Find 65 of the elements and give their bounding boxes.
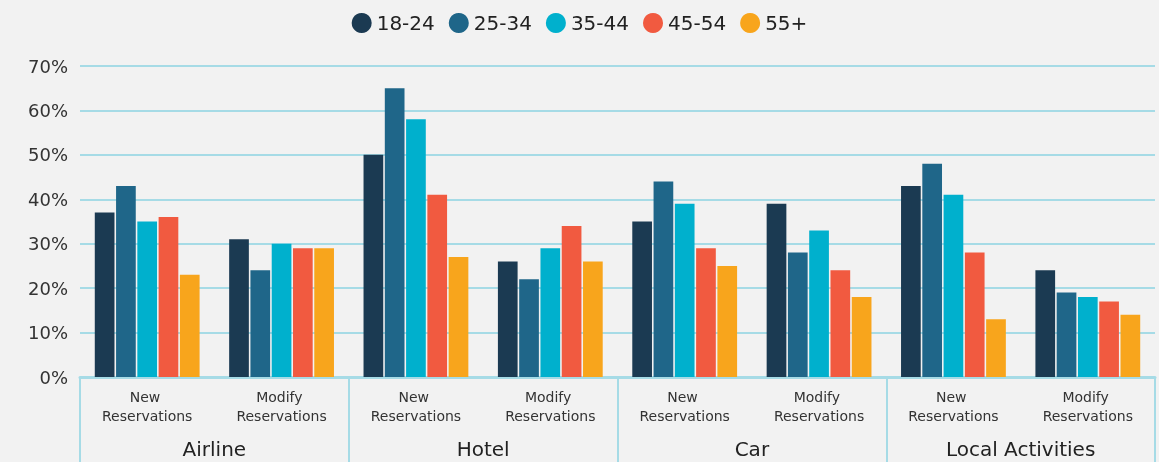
bar	[250, 270, 271, 377]
bar	[943, 194, 964, 377]
bar	[653, 181, 674, 377]
text: Local Activities	[945, 437, 1096, 461]
y-tick-label: 0%	[39, 366, 68, 388]
x-tick-label: Modify Reservations	[1042, 388, 1133, 424]
bar	[901, 185, 921, 377]
bar	[406, 119, 426, 377]
bar	[674, 203, 695, 377]
bar	[1056, 292, 1077, 377]
bar	[314, 248, 334, 377]
bar	[158, 217, 179, 377]
y-tick-label: 30%	[27, 233, 68, 255]
bar	[809, 230, 829, 377]
text: Hotel	[456, 437, 510, 461]
text: Airline	[182, 437, 247, 461]
bar	[292, 248, 313, 377]
text: Car	[734, 437, 770, 461]
bar	[137, 221, 158, 377]
bar	[384, 88, 405, 377]
bar	[830, 270, 851, 377]
bar	[179, 274, 200, 377]
bar	[271, 243, 292, 377]
bar	[540, 248, 561, 377]
y-tick-label: 50%	[27, 144, 68, 166]
bar	[632, 221, 652, 377]
bar	[1077, 297, 1098, 377]
x-tick-label: New Reservations	[639, 388, 730, 424]
x-tick-label: New Reservations	[102, 388, 193, 424]
y-tick-label: 60%	[27, 99, 68, 121]
x-tick-label: Modify Reservations	[773, 388, 865, 424]
bar	[717, 265, 738, 377]
bar	[363, 154, 384, 377]
bar	[964, 252, 985, 377]
x-tick-label: Modify Reservations	[505, 388, 596, 424]
legend-label: 45-54	[668, 11, 727, 35]
x-tick-label: New Reservations	[370, 388, 462, 424]
y-tick-label: 10%	[27, 322, 68, 344]
legend-label: 25-34	[473, 11, 532, 35]
bar	[116, 185, 136, 377]
bar	[922, 163, 943, 377]
y-tick-label: 70%	[27, 55, 68, 77]
bar	[1099, 301, 1119, 377]
legend-label: 18-24	[376, 11, 435, 35]
bar	[427, 194, 448, 377]
bar	[583, 261, 603, 377]
bar	[986, 319, 1006, 377]
bar	[94, 212, 115, 377]
x-tick-label: Modify Reservations	[236, 388, 327, 424]
x-tick-label: New Reservations	[908, 388, 999, 424]
bar	[1035, 270, 1056, 377]
bar	[1120, 314, 1141, 377]
bar	[561, 225, 582, 377]
bar	[229, 239, 249, 377]
bar	[519, 279, 539, 377]
legend-label: 35-44	[570, 11, 630, 35]
y-tick-label: 40%	[27, 188, 68, 210]
bar	[787, 252, 808, 377]
bar	[696, 248, 716, 377]
bar	[448, 257, 469, 377]
bar	[851, 297, 872, 377]
bar	[766, 203, 787, 377]
legend-label: 55+	[765, 11, 808, 35]
y-tick-label: 20%	[27, 277, 68, 299]
bar	[497, 261, 518, 377]
